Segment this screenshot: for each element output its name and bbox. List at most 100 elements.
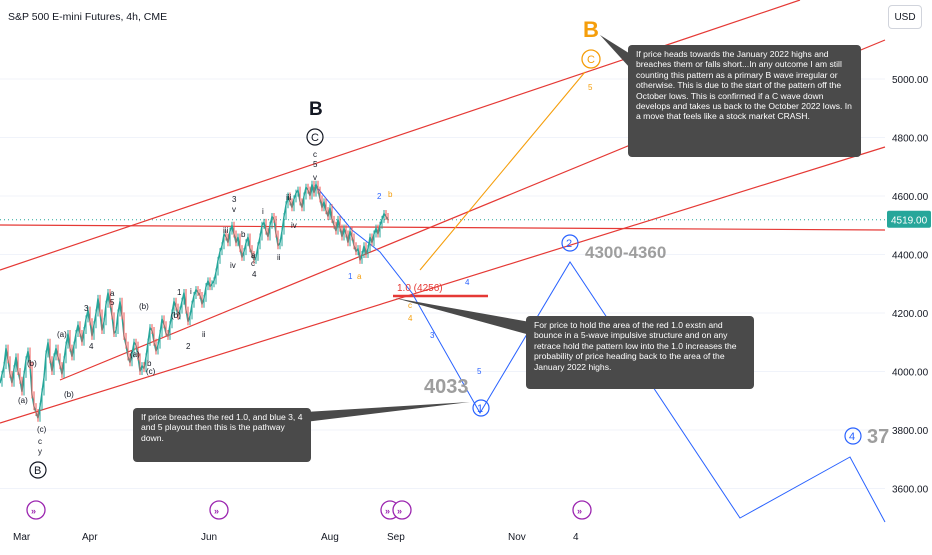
channel-line bbox=[0, 224, 886, 231]
x-tick-label: Mar bbox=[13, 532, 31, 543]
wave-label: (c) bbox=[37, 425, 47, 434]
y-tick-label: 3800.00 bbox=[892, 426, 929, 437]
last-price-label: 4519.00 bbox=[891, 216, 928, 227]
wave-label: 2 bbox=[377, 192, 382, 201]
wave-label: (a) bbox=[57, 330, 67, 339]
event-icon-glyph: » bbox=[31, 506, 36, 516]
wave-label: b bbox=[388, 190, 393, 199]
fib-label: 1.0 (4256) bbox=[397, 283, 443, 294]
wave-label: iv bbox=[291, 221, 297, 230]
wave-label: c bbox=[38, 437, 42, 446]
wave-label: (a) bbox=[18, 396, 28, 405]
wave-label: 5 bbox=[477, 367, 482, 376]
y-tick-label: 4800.00 bbox=[892, 134, 929, 145]
wave-label: a bbox=[251, 251, 256, 260]
circle-b-black bbox=[29, 461, 47, 479]
target-37: 37 bbox=[867, 426, 889, 448]
chart-title: S&P 500 E-mini Futures, 4h, CME bbox=[8, 11, 167, 23]
wave-label: (b) bbox=[171, 311, 181, 320]
target-4300-4360: 4300-4360 bbox=[585, 243, 666, 262]
circle-4-blue bbox=[844, 427, 862, 445]
wave-label-c-orange: C bbox=[587, 54, 595, 66]
callout-bottom-left: If price breaches the red 1.0, and blue … bbox=[133, 408, 311, 462]
wave-label-b-orange: B bbox=[583, 17, 599, 42]
x-tick-label: Jun bbox=[201, 532, 217, 543]
wave-label: b bbox=[241, 230, 246, 239]
wave-label: 3 bbox=[84, 304, 89, 313]
wave-label: iv bbox=[230, 261, 236, 270]
wave-label: c bbox=[313, 150, 317, 159]
wave-label-2-blue: 2 bbox=[566, 238, 572, 250]
wave-label: iii bbox=[286, 193, 292, 202]
wave-label: (b) bbox=[64, 390, 74, 399]
wave-label-c-black: C bbox=[311, 132, 319, 144]
event-icon bbox=[209, 500, 229, 520]
wave-label: 3 bbox=[232, 195, 237, 204]
wave-label-b-black: B bbox=[309, 99, 323, 120]
wave-label-b-circle: B bbox=[34, 465, 41, 477]
wave-label: 2 bbox=[186, 342, 191, 351]
currency-button[interactable]: USD bbox=[888, 5, 922, 29]
wave-label: a bbox=[110, 289, 115, 298]
wave-label: b bbox=[147, 359, 152, 368]
event-icon-glyph: » bbox=[214, 506, 219, 516]
callout-top-right: If price heads towards the January 2022 … bbox=[628, 45, 861, 157]
circle-2-blue bbox=[561, 234, 579, 252]
y-tick-label: 5000.00 bbox=[892, 75, 929, 86]
wave-label: 1 bbox=[348, 272, 353, 281]
x-tick-label: Apr bbox=[82, 532, 98, 543]
event-icon bbox=[392, 500, 412, 520]
wave-label: 5 bbox=[313, 160, 318, 169]
x-tick-label: Aug bbox=[321, 532, 339, 543]
wave-label: (a) bbox=[130, 350, 140, 359]
wave-label: 4 bbox=[465, 278, 470, 287]
x-tick-label: 4 bbox=[573, 532, 579, 543]
callout-pointer-middle bbox=[395, 298, 530, 335]
wave-label: 4 bbox=[252, 270, 257, 279]
wave-label: 5 bbox=[110, 298, 115, 307]
orange-projection bbox=[419, 71, 586, 271]
wave-label: ii bbox=[202, 330, 206, 339]
wave-label: (b) bbox=[27, 359, 37, 368]
event-icon-glyph: » bbox=[397, 506, 402, 516]
x-tick-label: Nov bbox=[508, 532, 526, 543]
circle-1-blue bbox=[472, 399, 490, 417]
wave-label-4-blue: 4 bbox=[849, 431, 855, 443]
last-price-marker bbox=[887, 210, 931, 228]
wave-label: (b) bbox=[139, 302, 149, 311]
circle-c-orange bbox=[581, 49, 601, 69]
wave-label: y bbox=[38, 447, 42, 456]
wave-label: a bbox=[357, 272, 362, 281]
callout-middle-right: For price to hold the area of the red 1.… bbox=[526, 316, 754, 389]
circle-c-black bbox=[306, 128, 324, 146]
y-tick-label: 4400.00 bbox=[892, 251, 929, 262]
wave-label: 3 bbox=[430, 331, 435, 340]
event-icon-glyph: » bbox=[577, 506, 582, 516]
wave-label: (c) bbox=[146, 367, 156, 376]
y-tick-label: 4600.00 bbox=[892, 192, 929, 203]
event-icon bbox=[26, 500, 46, 520]
wave-label: c bbox=[251, 259, 255, 268]
event-icon bbox=[572, 500, 592, 520]
wave-label: i bbox=[190, 287, 192, 296]
wave-label: 4 bbox=[89, 342, 94, 351]
y-tick-label: 4000.00 bbox=[892, 368, 929, 379]
y-tick-label: 3600.00 bbox=[892, 485, 929, 496]
blue-projection bbox=[314, 184, 886, 523]
wave-label: 1 bbox=[177, 288, 182, 297]
wave-label: v bbox=[232, 205, 236, 214]
channel-line bbox=[0, 146, 886, 424]
target-4033: 4033 bbox=[424, 376, 469, 398]
x-tick-label: Sep bbox=[387, 532, 405, 543]
wave-label: c bbox=[408, 301, 412, 310]
wave-label: iii bbox=[223, 226, 229, 235]
wave-label: ii bbox=[277, 253, 281, 262]
wave-label: i bbox=[262, 207, 264, 216]
y-tick-label: 4200.00 bbox=[892, 309, 929, 320]
wave-label: v bbox=[313, 173, 317, 182]
wave-label-1-blue: 1 bbox=[477, 403, 483, 415]
wave-label: 5 bbox=[588, 83, 593, 92]
wave-label: 4 bbox=[408, 314, 413, 323]
callout-pointer-bottom bbox=[305, 402, 470, 422]
